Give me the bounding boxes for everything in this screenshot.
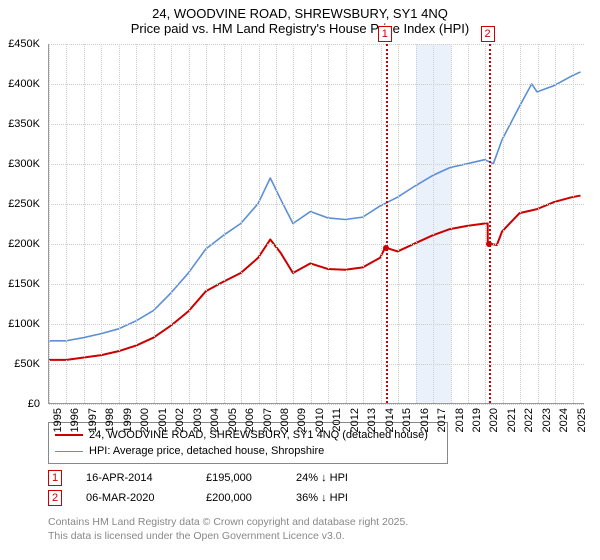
y-axis-label: £300K xyxy=(0,158,44,170)
event-vline xyxy=(386,44,388,403)
transaction-price: £200,000 xyxy=(206,492,296,504)
transaction-marker: 1 xyxy=(48,470,62,486)
legend-item: HPI: Average price, detached house, Shro… xyxy=(55,443,441,459)
legend-swatch xyxy=(55,434,83,436)
x-axis-label: 1998 xyxy=(104,408,116,432)
event-marker: 1 xyxy=(378,26,392,42)
transaction-row: 1 16-APR-2014 £195,000 24% ↓ HPI xyxy=(48,468,396,488)
x-axis-label: 2012 xyxy=(349,408,361,432)
x-axis-label: 2010 xyxy=(314,408,326,432)
y-axis-label: £150K xyxy=(0,278,44,290)
credits-line: This data is licensed under the Open Gov… xyxy=(48,530,408,544)
y-axis-label: £400K xyxy=(0,78,44,90)
title-line-1: 24, WOODVINE ROAD, SHREWSBURY, SY1 4NQ xyxy=(0,6,600,21)
x-axis-label: 2023 xyxy=(541,408,553,432)
sale-point xyxy=(486,241,492,247)
x-axis-label: 2019 xyxy=(471,408,483,432)
credits: Contains HM Land Registry data © Crown c… xyxy=(48,516,408,543)
x-axis-label: 1996 xyxy=(69,408,81,432)
x-axis-label: 2008 xyxy=(279,408,291,432)
y-axis-label: £200K xyxy=(0,238,44,250)
x-axis-label: 2005 xyxy=(227,408,239,432)
x-axis-label: 2007 xyxy=(262,408,274,432)
x-axis-label: 2017 xyxy=(436,408,448,432)
x-axis-label: 2022 xyxy=(523,408,535,432)
transaction-price: £195,000 xyxy=(206,472,296,484)
title-line-2: Price paid vs. HM Land Registry's House … xyxy=(0,21,600,36)
x-axis-label: 2014 xyxy=(384,408,396,432)
series-hpi xyxy=(49,72,581,341)
x-axis-label: 2003 xyxy=(192,408,204,432)
x-axis-label: 2011 xyxy=(331,408,343,432)
x-axis-label: 2013 xyxy=(366,408,378,432)
sale-point xyxy=(383,245,389,251)
y-axis-label: £350K xyxy=(0,118,44,130)
y-axis-label: £450K xyxy=(0,38,44,50)
credits-line: Contains HM Land Registry data © Crown c… xyxy=(48,516,408,530)
transaction-date: 06-MAR-2020 xyxy=(86,492,206,504)
transaction-marker: 2 xyxy=(48,490,62,506)
x-axis-label: 2000 xyxy=(139,408,151,432)
x-axis-label: 2006 xyxy=(244,408,256,432)
event-vline xyxy=(489,44,491,403)
y-axis-label: £50K xyxy=(0,358,44,370)
plot-area xyxy=(48,44,584,404)
x-axis-label: 2015 xyxy=(401,408,413,432)
event-marker: 2 xyxy=(481,26,495,42)
y-axis-label: £100K xyxy=(0,318,44,330)
transaction-date: 16-APR-2014 xyxy=(86,472,206,484)
x-axis-label: 1995 xyxy=(52,408,64,432)
legend-swatch xyxy=(55,451,83,452)
x-axis-label: 2025 xyxy=(576,408,588,432)
x-axis-label: 1999 xyxy=(122,408,134,432)
y-axis-label: £0 xyxy=(0,398,44,410)
x-axis-label: 2009 xyxy=(296,408,308,432)
x-axis-label: 2018 xyxy=(454,408,466,432)
x-axis-label: 1997 xyxy=(87,408,99,432)
x-axis-label: 2021 xyxy=(506,408,518,432)
x-axis-label: 2004 xyxy=(209,408,221,432)
x-axis-label: 2016 xyxy=(419,408,431,432)
series-price_paid xyxy=(49,196,581,360)
x-axis-label: 2024 xyxy=(558,408,570,432)
transaction-delta: 24% ↓ HPI xyxy=(296,472,396,484)
transaction-row: 2 06-MAR-2020 £200,000 36% ↓ HPI xyxy=(48,488,396,508)
x-axis-label: 2002 xyxy=(174,408,186,432)
y-axis-label: £250K xyxy=(0,198,44,210)
chart-container: 24, WOODVINE ROAD, SHREWSBURY, SY1 4NQ P… xyxy=(0,0,600,560)
x-axis-label: 2020 xyxy=(488,408,500,432)
title-block: 24, WOODVINE ROAD, SHREWSBURY, SY1 4NQ P… xyxy=(0,0,600,36)
x-axis-label: 2001 xyxy=(157,408,169,432)
legend-label: HPI: Average price, detached house, Shro… xyxy=(89,445,324,457)
transaction-delta: 36% ↓ HPI xyxy=(296,492,396,504)
transaction-table: 1 16-APR-2014 £195,000 24% ↓ HPI 2 06-MA… xyxy=(48,468,396,508)
